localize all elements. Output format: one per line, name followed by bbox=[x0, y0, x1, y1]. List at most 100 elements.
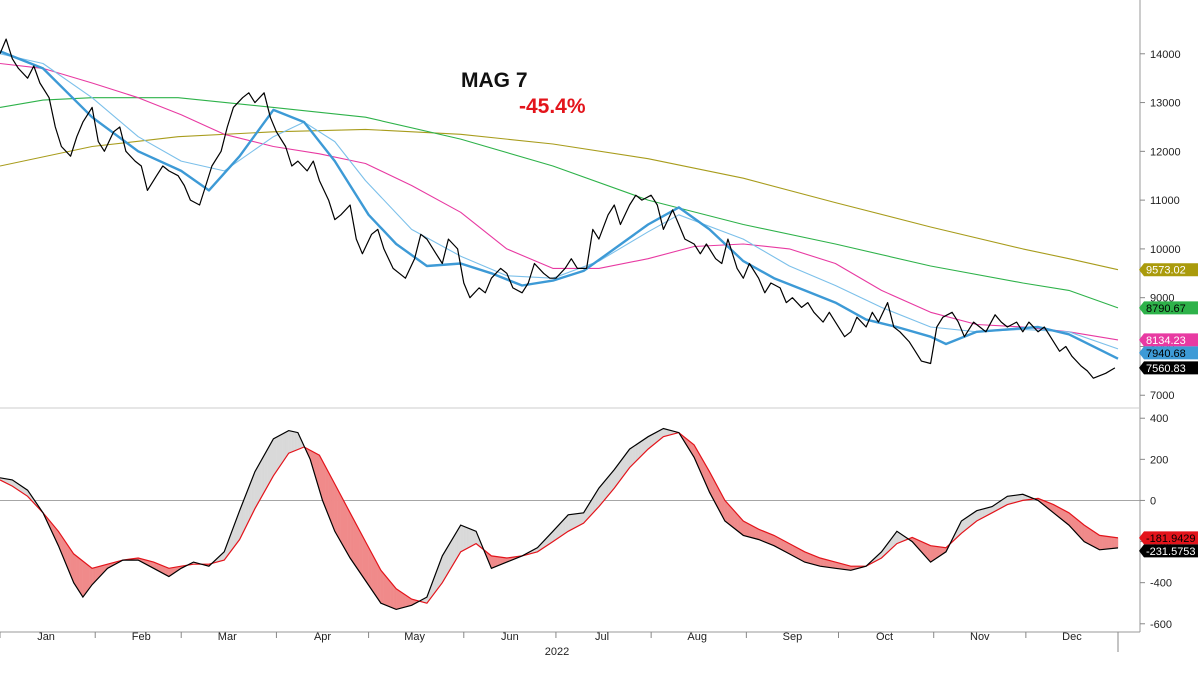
y-tick-label: 7000 bbox=[1150, 390, 1174, 402]
band-fill bbox=[746, 522, 750, 538]
band-fill bbox=[463, 526, 468, 551]
band-fill bbox=[79, 558, 84, 598]
oscillator-panel bbox=[0, 427, 1140, 611]
band-fill bbox=[276, 435, 280, 472]
band-fill bbox=[1102, 535, 1106, 550]
series-line-price bbox=[0, 38, 1116, 379]
band-fill bbox=[761, 530, 765, 543]
y-tick-label: 0 bbox=[1150, 495, 1156, 507]
series-line-osc bbox=[0, 427, 1119, 611]
band-fill bbox=[1099, 535, 1103, 550]
value-tag: 8790.67 bbox=[1139, 301, 1198, 315]
band-fill bbox=[472, 529, 477, 546]
band-fill bbox=[1114, 537, 1119, 549]
y-tick-label: 11000 bbox=[1150, 195, 1180, 207]
value-tag-label: 8790.67 bbox=[1146, 303, 1186, 315]
band-fill bbox=[758, 528, 762, 542]
change-annotation: -45.4% bbox=[519, 95, 586, 118]
band-fill bbox=[254, 465, 259, 510]
band-fill bbox=[257, 459, 262, 504]
band-fill bbox=[380, 569, 385, 605]
y-tick-label: -400 bbox=[1150, 578, 1172, 590]
band-fill bbox=[383, 573, 388, 606]
band-fill bbox=[288, 430, 292, 454]
band-fill bbox=[491, 555, 495, 569]
value-tag-box bbox=[1139, 301, 1198, 315]
band-fill bbox=[386, 577, 391, 608]
band-fill bbox=[291, 430, 296, 453]
month-label: Oct bbox=[876, 631, 893, 643]
month-label: Feb bbox=[132, 631, 151, 643]
band-fill bbox=[1087, 526, 1091, 546]
y-tick-label: 10000 bbox=[1150, 244, 1181, 256]
band-fill bbox=[568, 514, 572, 532]
band-fill bbox=[340, 495, 345, 549]
value-tag-label: -231.5753 bbox=[1146, 546, 1196, 558]
band-fill bbox=[371, 552, 375, 595]
band-fill bbox=[343, 501, 348, 554]
value-tag-label: 9573.02 bbox=[1146, 265, 1186, 277]
value-tag-box bbox=[1139, 346, 1198, 360]
chart-title: MAG 7 bbox=[461, 69, 528, 92]
value-tag-box bbox=[1139, 531, 1198, 545]
band-fill bbox=[294, 431, 299, 451]
band-fill bbox=[359, 529, 363, 577]
band-fill bbox=[1105, 535, 1109, 550]
band-fill bbox=[279, 433, 283, 468]
value-tag-label: 7940.68 bbox=[1146, 348, 1186, 360]
band-fill bbox=[1090, 528, 1094, 547]
month-label: Sep bbox=[783, 631, 803, 643]
band-fill bbox=[356, 524, 360, 573]
band-fill bbox=[349, 512, 354, 564]
band-fill bbox=[767, 532, 772, 545]
band-fill bbox=[460, 524, 464, 553]
y-tick-label: 13000 bbox=[1150, 98, 1181, 110]
price-panel bbox=[0, 38, 1119, 379]
band-fill bbox=[770, 533, 775, 546]
band-fill bbox=[1096, 532, 1100, 551]
year-label: 2022 bbox=[545, 646, 569, 658]
y-tick-label: -600 bbox=[1150, 619, 1172, 631]
band-fill bbox=[764, 531, 769, 544]
band-fill bbox=[1093, 530, 1097, 549]
band-fill bbox=[267, 443, 271, 488]
band-fill bbox=[270, 438, 274, 483]
month-label: Mar bbox=[218, 631, 237, 643]
band-fill bbox=[743, 520, 747, 537]
value-tag-box bbox=[1139, 361, 1198, 375]
value-tag-box bbox=[1139, 544, 1198, 558]
y-tick-label: 14000 bbox=[1150, 49, 1181, 61]
month-label: Jun bbox=[501, 631, 519, 643]
series-line-ma4 bbox=[0, 97, 1119, 309]
month-label: Aug bbox=[687, 631, 707, 643]
band-fill bbox=[337, 489, 342, 543]
y-tick-label: 400 bbox=[1150, 413, 1168, 425]
y-tick-label: 200 bbox=[1150, 454, 1168, 466]
band-fill bbox=[76, 555, 81, 593]
value-tag-label: -181.9429 bbox=[1146, 533, 1196, 545]
axes: 7000800090001000011000120001300014000-60… bbox=[0, 0, 1198, 652]
band-fill bbox=[1084, 524, 1088, 544]
value-tag-label: 7560.83 bbox=[1146, 363, 1186, 375]
band-fill bbox=[346, 506, 351, 559]
month-label: Apr bbox=[314, 631, 331, 643]
band-fill bbox=[260, 454, 265, 499]
month-label: Jan bbox=[37, 631, 55, 643]
band-fill bbox=[396, 588, 400, 610]
series-line-ma3 bbox=[0, 62, 1119, 341]
band-fill bbox=[571, 513, 575, 530]
month-label: Dec bbox=[1062, 631, 1082, 643]
value-tag: -231.5753 bbox=[1139, 544, 1198, 558]
band-fill bbox=[368, 547, 372, 591]
month-label: Nov bbox=[970, 631, 990, 643]
band-fill bbox=[574, 513, 578, 529]
band-fill bbox=[362, 535, 366, 582]
band-fill bbox=[273, 436, 277, 477]
value-tag-label: 8134.23 bbox=[1146, 335, 1186, 347]
value-tag: -181.9429 bbox=[1139, 531, 1198, 545]
band-fill bbox=[399, 590, 403, 609]
y-tick-label: 12000 bbox=[1150, 146, 1181, 158]
value-tag: 7560.83 bbox=[1139, 361, 1198, 375]
